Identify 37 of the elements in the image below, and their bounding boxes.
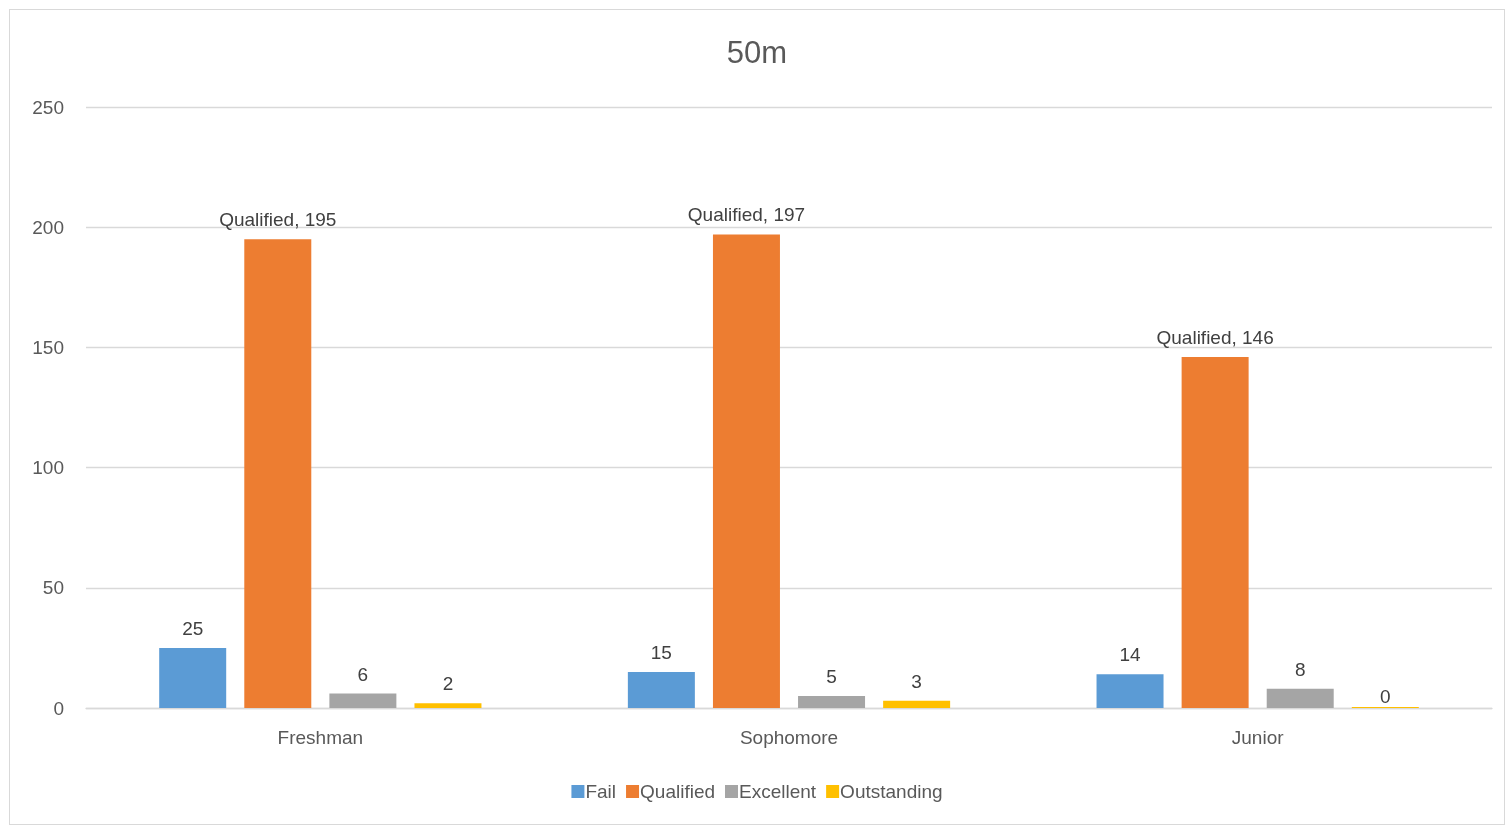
data-label: 14 — [1119, 644, 1142, 666]
data-label: 0 — [1380, 686, 1391, 707]
y-tick-label: 100 — [32, 457, 64, 479]
chart-title: 50m — [726, 35, 788, 70]
x-tick-label: Sophomore — [739, 727, 839, 748]
y-tick-label: 200 — [32, 216, 64, 238]
bar — [883, 700, 951, 708]
data-label: 15 — [650, 641, 672, 663]
bar — [1096, 674, 1164, 708]
bar — [1266, 688, 1334, 708]
data-label: 25 — [182, 617, 204, 639]
y-tick-label: 0 — [53, 697, 64, 719]
x-tick-label: Freshman — [277, 727, 364, 748]
data-label: 5 — [826, 665, 837, 687]
legend-label: Qualified — [640, 781, 716, 802]
y-tick-label: 50 — [42, 577, 64, 599]
legend-label: Fail — [585, 781, 617, 802]
bar — [712, 234, 780, 708]
bar — [1181, 357, 1249, 708]
bar — [329, 693, 397, 708]
data-label: 2 — [442, 673, 454, 695]
data-label: 8 — [1294, 658, 1306, 680]
y-tick-label: 150 — [32, 336, 64, 358]
x-tick-label: Junior — [1231, 727, 1285, 748]
data-label: 3 — [911, 670, 922, 692]
bar — [627, 671, 695, 708]
bar — [159, 647, 227, 708]
bar — [414, 703, 482, 708]
legend-label: Outstanding — [840, 781, 943, 802]
bar — [798, 695, 866, 708]
bar — [244, 239, 312, 708]
data-label: Qualified, 197 — [687, 204, 806, 226]
y-tick-label: 250 — [32, 96, 64, 118]
legend-label: Excellent — [739, 781, 817, 802]
data-label: 6 — [357, 663, 369, 685]
data-label: Qualified, 146 — [1156, 327, 1274, 349]
data-label: Qualified, 195 — [219, 209, 337, 231]
